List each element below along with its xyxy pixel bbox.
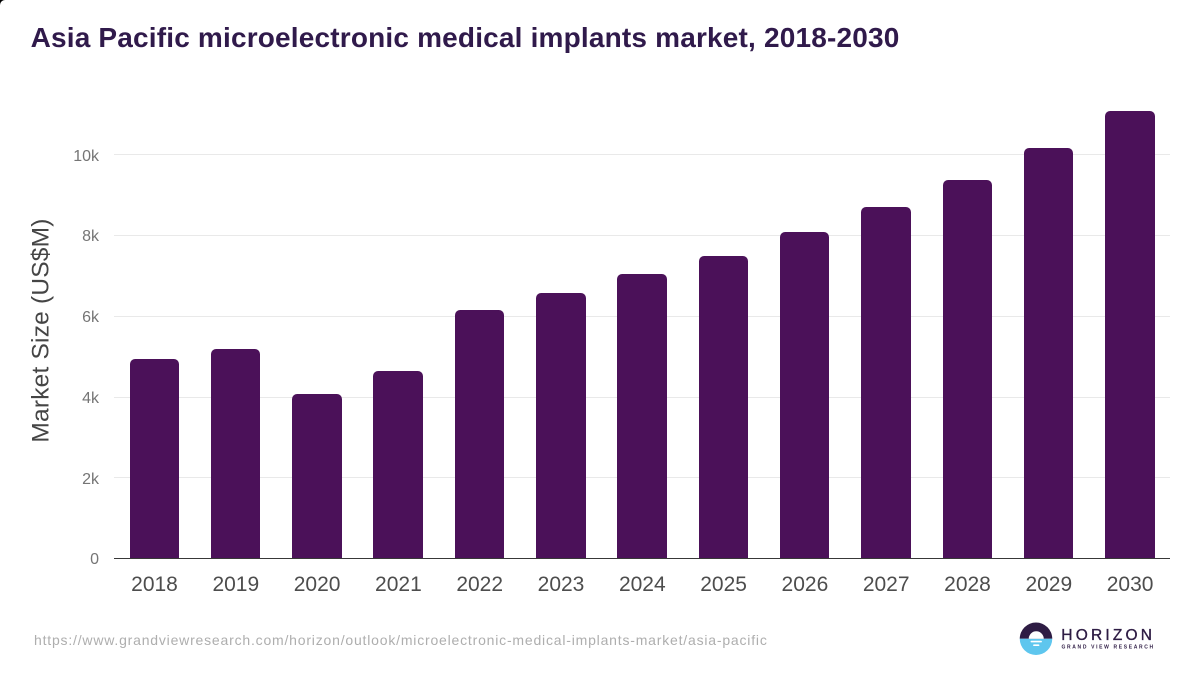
svg-text:HORIZON: HORIZON bbox=[1061, 627, 1155, 644]
svg-text:GRAND VIEW RESEARCH: GRAND VIEW RESEARCH bbox=[1062, 645, 1155, 651]
